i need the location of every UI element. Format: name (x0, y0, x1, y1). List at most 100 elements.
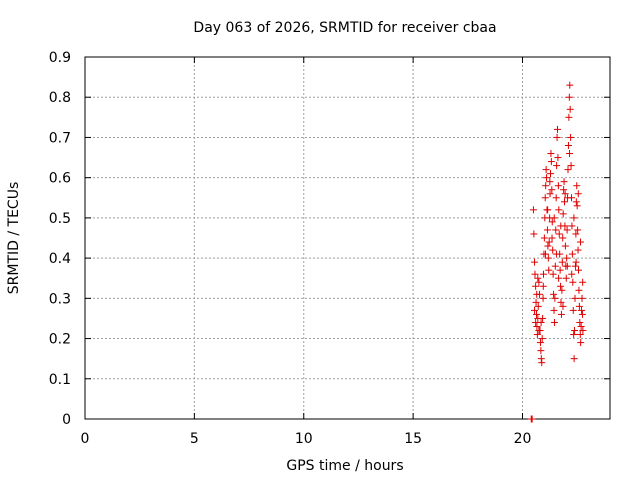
x-axis-label: GPS time / hours (286, 458, 403, 474)
data-point (548, 158, 555, 165)
data-point (562, 243, 569, 250)
x-tick-label: 5 (190, 431, 199, 447)
data-point (578, 323, 585, 330)
data-point (566, 150, 573, 157)
y-tick-label: 0.2 (49, 332, 71, 348)
data-point (570, 214, 577, 221)
data-point (570, 307, 577, 314)
data-point (571, 327, 578, 334)
data-point (572, 295, 579, 302)
y-tick-label: 0.9 (49, 50, 71, 66)
data-point (531, 259, 538, 266)
y-tick-label: 0.4 (49, 251, 71, 267)
data-point (542, 194, 549, 201)
y-tick-label: 0.6 (49, 171, 71, 187)
data-point (544, 226, 551, 233)
data-point (556, 230, 563, 237)
data-point (563, 255, 570, 262)
data-point (553, 194, 560, 201)
x-tick-label: 20 (514, 431, 532, 447)
data-point (555, 275, 562, 282)
data-point (575, 287, 582, 294)
data-point (579, 295, 586, 302)
y-tick-label: 0.8 (49, 90, 71, 106)
data-point (544, 206, 551, 213)
data-point (568, 194, 575, 201)
data-point (561, 178, 568, 185)
data-point (569, 251, 576, 258)
plot-frame (85, 57, 610, 419)
data-point (575, 267, 582, 274)
data-point (554, 154, 561, 161)
data-point (554, 134, 561, 141)
y-tick-label: 0.1 (49, 372, 71, 388)
data-point (530, 230, 537, 237)
data-point (559, 259, 566, 266)
data-point (572, 263, 579, 270)
y-axis-label: SRMTID / TECUs (6, 182, 22, 295)
data-point (557, 267, 564, 274)
data-point (539, 315, 546, 322)
data-point (553, 251, 560, 258)
data-point (552, 263, 559, 270)
data-point (538, 359, 545, 366)
data-point (571, 355, 578, 362)
data-point (537, 339, 544, 346)
data-point (552, 226, 559, 233)
data-point (554, 126, 561, 133)
data-point (547, 190, 554, 197)
data-point (529, 416, 536, 423)
data-point (532, 283, 539, 290)
x-tick-label: 0 (81, 431, 90, 447)
data-point (572, 230, 579, 237)
data-point (544, 243, 551, 250)
data-point (542, 182, 549, 189)
data-point (557, 283, 564, 290)
data-point (569, 279, 576, 286)
data-point (551, 307, 558, 314)
data-point (567, 106, 574, 113)
data-point (568, 271, 575, 278)
data-point (540, 271, 547, 278)
chart-title: Day 063 of 2026, SRMTID for receiver cba… (193, 20, 496, 36)
data-point (570, 331, 577, 338)
data-point (573, 198, 580, 205)
data-point (579, 279, 586, 286)
data-point (566, 94, 573, 101)
data-point (541, 235, 548, 242)
data-point (551, 295, 558, 302)
y-tick-label: 0.3 (49, 291, 71, 307)
x-tick-label: 10 (295, 431, 313, 447)
data-point (558, 287, 565, 294)
data-point (559, 235, 566, 242)
y-tick-label: 0 (62, 412, 71, 428)
y-tick-label: 0.5 (49, 211, 71, 227)
data-point (564, 263, 571, 270)
data-point (547, 170, 554, 177)
data-point (547, 150, 554, 157)
data-point (543, 174, 550, 181)
data-point (555, 206, 562, 213)
data-point (563, 275, 570, 282)
data-point (565, 166, 572, 173)
data-point (539, 335, 546, 342)
data-point (566, 82, 573, 89)
data-point (560, 186, 567, 193)
data-point (540, 295, 547, 302)
data-point (555, 182, 562, 189)
data-point (537, 347, 544, 354)
data-point (574, 226, 581, 233)
data-point (560, 210, 567, 217)
data-point (574, 202, 581, 209)
data-point (551, 319, 558, 326)
data-point (575, 190, 582, 197)
data-point (558, 311, 565, 318)
data-point (568, 222, 575, 229)
data-point (573, 259, 580, 266)
x-axis-ticks: 0 5 10 15 20 (81, 57, 532, 447)
data-point (543, 166, 550, 173)
data-point (567, 134, 574, 141)
x-tick-label: 15 (404, 431, 422, 447)
data-point (576, 319, 583, 326)
